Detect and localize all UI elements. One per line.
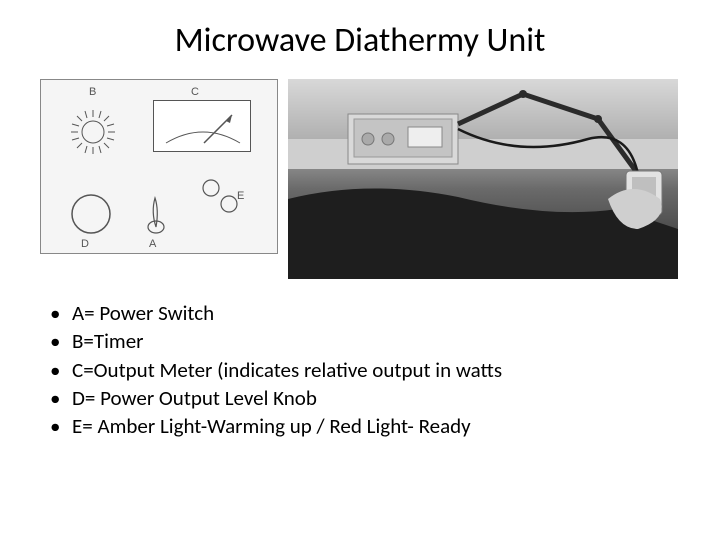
diagram-label-b: B bbox=[89, 86, 96, 98]
control-panel-diagram: B C bbox=[40, 79, 278, 254]
slide: Microwave Diathermy Unit B C bbox=[0, 0, 720, 540]
diagram-label-d: D bbox=[81, 238, 89, 250]
power-knob-icon bbox=[69, 192, 113, 236]
bullet-list: A= Power Switch B=Timer C=Output Meter (… bbox=[40, 299, 680, 441]
indicator-lights-icon bbox=[199, 176, 243, 216]
list-item: C=Output Meter (indicates relative outpu… bbox=[50, 356, 680, 384]
power-switch-icon bbox=[141, 192, 171, 236]
output-meter-icon bbox=[153, 100, 251, 152]
list-item: A= Power Switch bbox=[50, 299, 680, 327]
diagram-label-a: A bbox=[149, 238, 156, 250]
list-item: E= Amber Light-Warming up / Red Light- R… bbox=[50, 412, 680, 440]
images-row: B C bbox=[40, 79, 680, 279]
list-item: B=Timer bbox=[50, 327, 680, 355]
list-item: D= Power Output Level Knob bbox=[50, 384, 680, 412]
page-title: Microwave Diathermy Unit bbox=[40, 20, 680, 61]
device-photo bbox=[288, 79, 678, 279]
diagram-label-c: C bbox=[191, 86, 199, 98]
timer-icon bbox=[63, 102, 123, 162]
